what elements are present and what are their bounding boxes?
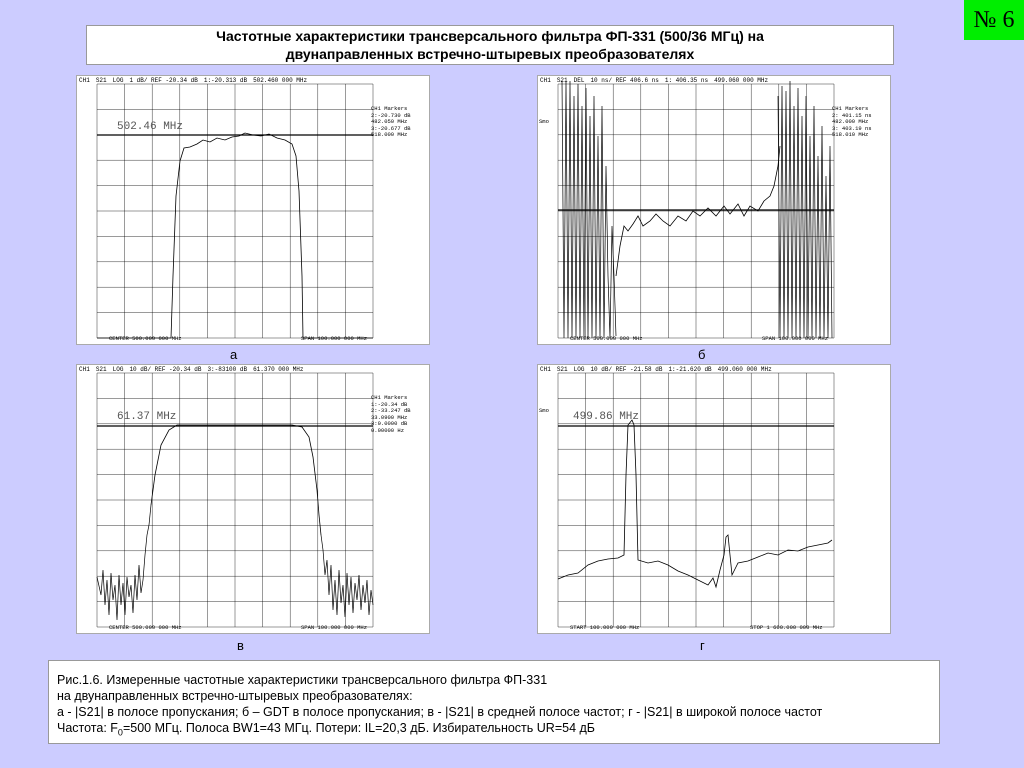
plot-c-footer-right: SPAN 100.000 000 MHz [301, 624, 368, 631]
slide-title-box: Частотные характеристики трансверсальног… [86, 25, 894, 65]
plot-d-footer-right: STOP 1 600.000 000 MHz [750, 624, 823, 631]
panel-d-label: г [700, 638, 705, 653]
plot-a-markers: CH1 Markers 2:-20.730 dB 482.050 MHz 3:-20.… [371, 105, 411, 138]
plot-d-footer-left: START 100.000 000 MHz [570, 624, 640, 631]
panel-a-label: а [230, 347, 238, 362]
plot-c-noise-left [96, 504, 152, 621]
plot-c-noise-right [320, 534, 374, 618]
plot-b-markers: CH1 Markers 2: 401.15 ns 482.000 MHz 3: 403… [832, 105, 872, 138]
plot-d-freq-label: 499.86 MHz [573, 411, 640, 423]
plot-b-trace [615, 145, 781, 277]
plot-panel-d: CH1 S21 LOG 10 dB/ REF -21.58 dB 1:-21.620 d… [537, 364, 891, 634]
panel-b-label: б [698, 347, 706, 362]
plot-c-markers: CH1 Markers 1:-20.34 dB 2:-33.247 dB 33.090… [371, 394, 411, 434]
plot-panel-a: CH1 S21 LOG 1 dB/ REF -20.34 dB 1:-20.313 dB… [76, 75, 430, 345]
plot-a-svg [96, 83, 374, 339]
plot-d-trace [557, 419, 833, 589]
plot-d-smo-tag: Smo [539, 407, 549, 414]
plot-c-footer-left: CENTER 500.000 000 MHz [109, 624, 182, 631]
plot-c-freq-label: 61.37 MHz [117, 411, 177, 423]
plot-d-header: CH1 S21 LOG 10 dB/ REF -21.58 dB 1:-21.620 d… [540, 366, 772, 373]
plot-b-header: CH1 S21 DEL 10 ns/ REF 406.6 ns 1: 406.35 ns… [540, 77, 769, 84]
plot-b-footer-right: SPAN 100.000 000 MHz [762, 335, 829, 342]
plot-c-header: CH1 S21 LOG 10 dB/ REF -20.34 dB 3:-83100 dB… [79, 366, 304, 373]
plot-d-svg [557, 372, 835, 628]
plot-b-noise-right [777, 80, 833, 339]
caption-line1: Рис.1.6. Измеренные частотные характерис… [57, 673, 548, 687]
caption-line2: на двунаправленных встречно-штыревых пре… [57, 689, 413, 703]
slide-number-badge: № 6 [964, 0, 1024, 40]
figure-caption: Рис.1.6. Измеренные частотные характерис… [48, 660, 940, 744]
plot-b-footer-left: CENTER 500.000 000 MHz [570, 335, 643, 342]
plot-a-footer-right: SPAN 100.000 000 MHz [301, 335, 368, 342]
plot-c-grid [96, 372, 374, 628]
plot-a-footer-left: CENTER 500.000 000 MHz [109, 335, 182, 342]
plot-a-freq-label: 502.46 MHz [117, 121, 184, 133]
panel-c-label: в [237, 638, 244, 653]
plot-panel-b: CH1 S21 DEL 10 ns/ REF 406.6 ns 1: 406.35 ns… [537, 75, 891, 345]
plot-c-svg [96, 372, 374, 628]
caption-line4: Частота: F0=500 МГц. Полоса BW1=43 МГц. … [57, 721, 595, 738]
title-line1: Частотные характеристики трансверсальног… [216, 28, 764, 44]
title-line2: двунаправленных встречно-штыревых преобр… [285, 46, 695, 62]
plot-c-trace [150, 424, 322, 536]
plot-d-grid [557, 372, 835, 628]
plot-b-svg [557, 80, 835, 339]
caption-line3: а - |S21| в полосе пропускания; б – GDT … [57, 705, 823, 719]
plot-panel-c: CH1 S21 LOG 10 dB/ REF -20.34 dB 3:-83100 dB… [76, 364, 430, 634]
plot-b-smo-tag: Smo [539, 118, 549, 125]
plot-a-header: CH1 S21 LOG 1 dB/ REF -20.34 dB 1:-20.313 dB… [79, 77, 308, 84]
plot-a-trace [97, 132, 373, 339]
